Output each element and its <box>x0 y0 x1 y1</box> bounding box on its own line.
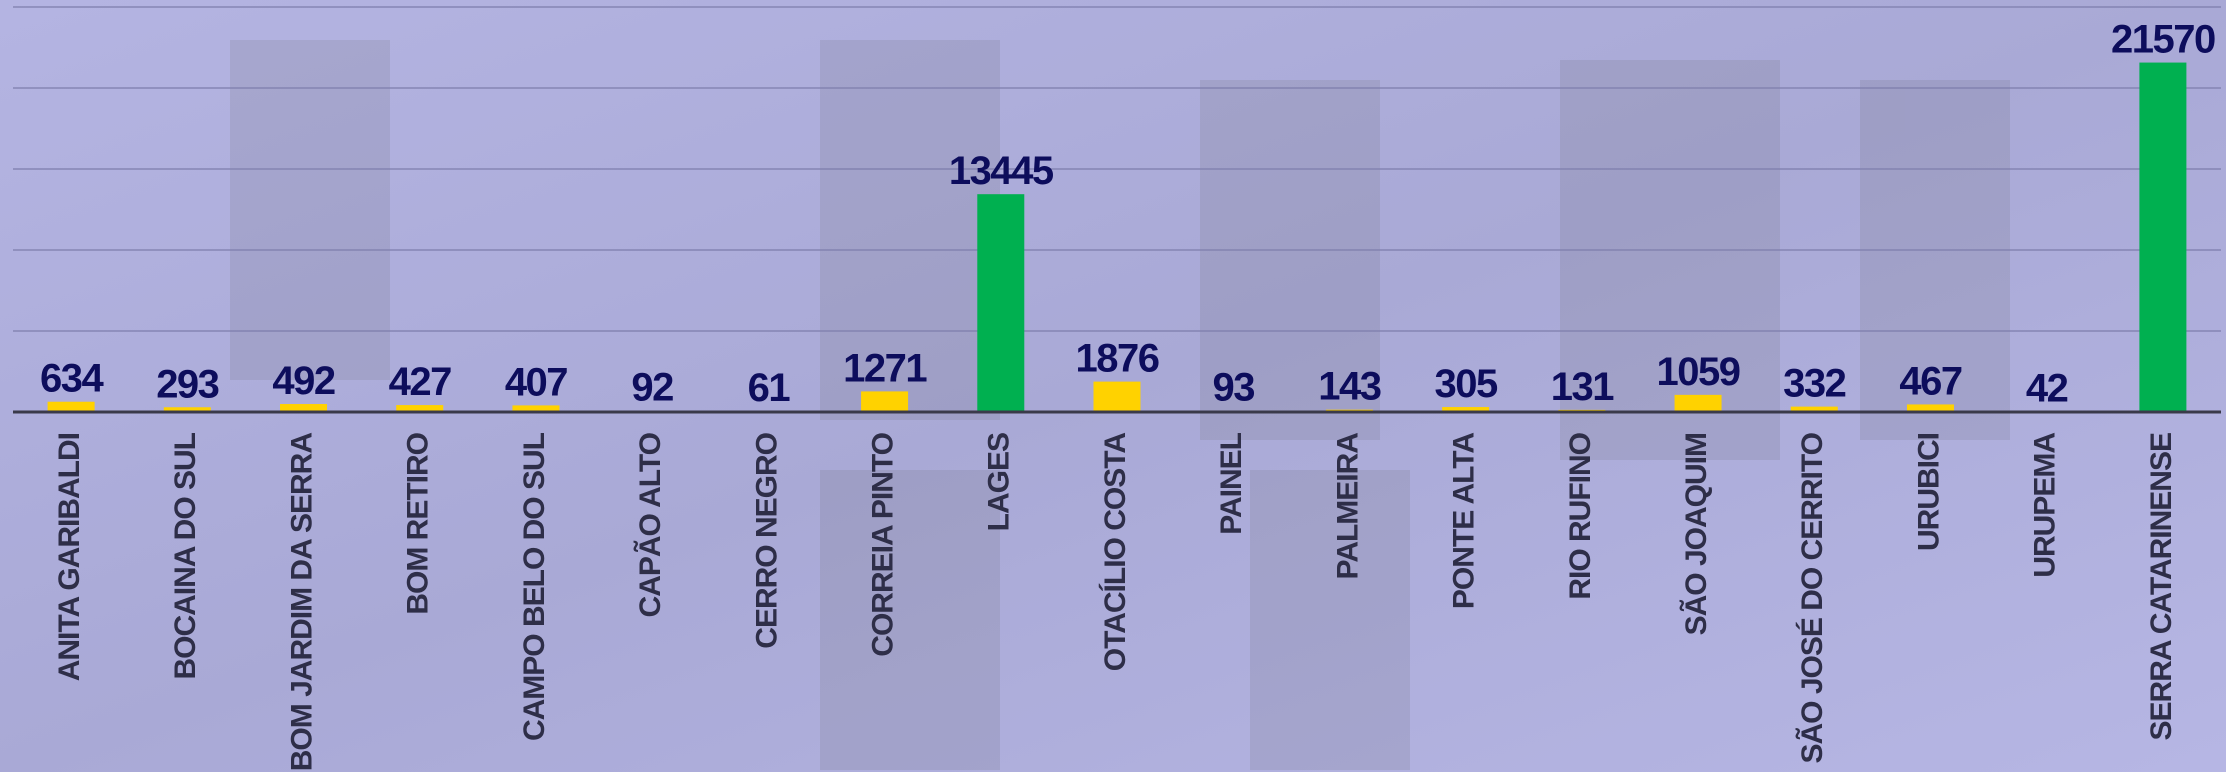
x-tick-label: RIO RUFINO <box>1564 432 1597 599</box>
value-label: 21570 <box>2111 18 2215 62</box>
x-tick-label: LAGES <box>983 433 1016 531</box>
value-label: 143 <box>1318 365 1380 409</box>
value-label: 1059 <box>1657 350 1740 394</box>
x-tick-label: BOM JARDIM DA SERRA <box>285 433 318 772</box>
value-label: 467 <box>1899 359 1961 403</box>
bar <box>1674 394 1722 412</box>
value-label: 13445 <box>949 149 1054 193</box>
bar <box>1442 407 1490 412</box>
value-label: 407 <box>505 360 567 404</box>
x-tick-label: CAPÃO ALTO <box>633 432 667 617</box>
x-tick-label: URUBICI <box>1912 433 1945 551</box>
value-label: 61 <box>748 366 791 410</box>
x-tick-label: BOCAINA DO SUL <box>169 432 202 679</box>
bar <box>163 407 211 412</box>
value-label: 305 <box>1435 362 1498 406</box>
x-tick-label: BOM RETIRO <box>402 432 435 614</box>
x-tick-label: OTACÍLIO COSTA <box>1098 433 1132 672</box>
value-label: 42 <box>2026 366 2068 410</box>
x-tick-label: CAMPO BELO DO SUL <box>518 432 551 741</box>
x-tick-label: PALMEIRA <box>1331 433 1364 580</box>
x-tick-label: SÃO JOSÉ DO CERRITO <box>1795 432 1829 763</box>
value-label: 427 <box>389 360 451 404</box>
x-tick-label: SERRA CATARINENSE <box>2145 433 2178 740</box>
bar <box>2139 62 2187 412</box>
bar <box>47 401 95 412</box>
value-label: 634 <box>40 357 104 401</box>
background-building <box>230 40 2010 770</box>
value-label: 131 <box>1551 365 1614 409</box>
value-label: 293 <box>156 362 218 406</box>
bar <box>1093 381 1141 412</box>
x-tick-label: URUPEMA <box>2029 433 2062 578</box>
bar <box>861 391 909 412</box>
x-tick-label: PONTE ALTA <box>1448 433 1481 609</box>
value-label: 92 <box>631 366 673 410</box>
value-label: 332 <box>1783 362 1845 406</box>
bar <box>396 405 444 412</box>
bar <box>1790 406 1838 412</box>
value-label: 1271 <box>843 346 927 390</box>
bar <box>977 194 1025 412</box>
x-tick-label: CERRO NEGRO <box>750 432 783 648</box>
x-tick-label: ANITA GARIBALDI <box>53 433 86 681</box>
value-label: 93 <box>1212 365 1254 409</box>
bar <box>280 404 328 412</box>
x-tick-label: CORREIA PINTO <box>867 432 900 656</box>
value-label: 1876 <box>1076 337 1159 381</box>
value-label: 492 <box>272 359 334 403</box>
x-tick-label: SÃO JOAQUIM <box>1679 433 1713 635</box>
bar <box>1906 404 1954 412</box>
x-tick-label: PAINEL <box>1215 432 1248 534</box>
bar <box>512 405 560 412</box>
